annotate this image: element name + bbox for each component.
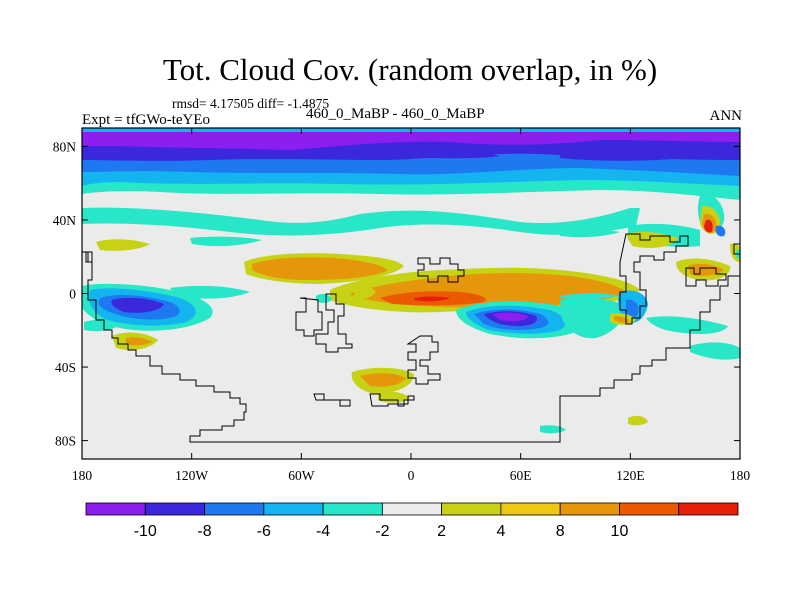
colorbar-box (85, 502, 146, 516)
y-tick-label: 40N (53, 213, 77, 228)
colorbar-label: -8 (197, 523, 211, 540)
colorbar-box (381, 502, 443, 516)
coastline (733, 243, 740, 255)
contour-region (628, 415, 648, 426)
stats-label: rmsd= 4.17505 diff= -1.4875 (172, 96, 330, 111)
contour-region (560, 298, 628, 339)
colorbar-box (678, 502, 739, 516)
east-pacific-deficit (82, 283, 250, 331)
coastline (619, 233, 689, 325)
colorbar-label: -2 (375, 523, 389, 540)
colorbar-box (500, 502, 561, 516)
coastline (406, 335, 441, 385)
colorbar-label: 2 (437, 523, 446, 540)
contour-region (560, 229, 620, 238)
contour-region (690, 342, 740, 360)
season-label: ANN (709, 108, 743, 124)
colorbar-box (441, 502, 502, 516)
map-title: Tot. Cloud Cov. (random overlap, in %) (162, 52, 658, 87)
x-tick-label: 120W (175, 468, 208, 483)
contour-region (560, 293, 620, 300)
coastline (313, 393, 351, 407)
y-tick-label: 0 (69, 287, 76, 302)
colorbar-box (144, 502, 205, 516)
coastline (417, 257, 465, 283)
contour-region (626, 299, 639, 318)
y-tick-label: 80N (53, 139, 77, 154)
colorbar-label: -6 (257, 523, 271, 540)
colorbar-box (559, 502, 620, 516)
colorbar-label: 8 (556, 523, 565, 540)
colorbar-box (322, 502, 383, 516)
colorbar-label: -4 (316, 523, 330, 540)
colorbar-label: 10 (611, 523, 629, 540)
contour-region (84, 319, 118, 332)
coastline (85, 251, 93, 263)
contour-region (492, 312, 528, 322)
contour-region (111, 297, 164, 313)
contour-region (360, 373, 406, 387)
contour-region (715, 225, 726, 237)
east-asia-features (626, 194, 740, 281)
colorbar-box (263, 502, 324, 516)
x-tick-label: 180 (730, 468, 751, 483)
coastlines (82, 233, 740, 443)
indian-ocean-deficit (456, 290, 648, 339)
contour-region (704, 219, 713, 233)
colorbar-label: 4 (496, 523, 505, 540)
contour-region (646, 316, 728, 334)
coastline (295, 297, 323, 337)
colorbar: -10 -8 -6 -4 -2 2 4 8 10 (85, 502, 739, 540)
y-tick-label: 80S (55, 434, 76, 449)
contour-region (82, 128, 740, 150)
x-tick-label: 0 (408, 468, 415, 483)
x-tick-label: 60E (510, 468, 532, 483)
case-label: 460_0_MaBP - 460_0_MaBP (306, 106, 485, 122)
colorbar-label: -10 (134, 523, 157, 540)
contour-region (560, 149, 700, 161)
contour-region (252, 257, 388, 280)
contour-region (380, 148, 500, 159)
x-tick-label: 120E (616, 468, 645, 483)
x-tick-label: 60W (288, 468, 315, 483)
contour-region (170, 285, 250, 299)
contour-region (82, 207, 640, 236)
y-tick-label: 40S (55, 360, 76, 375)
coastline (82, 251, 740, 443)
coastline (685, 267, 727, 287)
contour-region (126, 337, 152, 346)
coastline (315, 293, 353, 353)
axis-ticks: 180 120W 60W 0 60E 120E 180 80N 40N 0 40S 80S (53, 128, 751, 483)
central-pacific-positive (244, 253, 404, 284)
experiment-label: Expt = tfGWo-teYEo (82, 112, 211, 128)
x-tick-label: 180 (72, 468, 93, 483)
contour-region (688, 263, 724, 277)
coastline (369, 393, 415, 407)
contour-region (414, 296, 450, 302)
contour-region (96, 239, 150, 251)
colorbar-box (204, 502, 265, 516)
contour-region (316, 293, 332, 303)
colorbar-box (619, 502, 680, 516)
map-plot-area (82, 128, 740, 459)
arctic-cloud-deficit (82, 128, 740, 200)
contour-region (190, 236, 262, 247)
southern-features (84, 286, 740, 434)
contour-region (354, 286, 376, 299)
